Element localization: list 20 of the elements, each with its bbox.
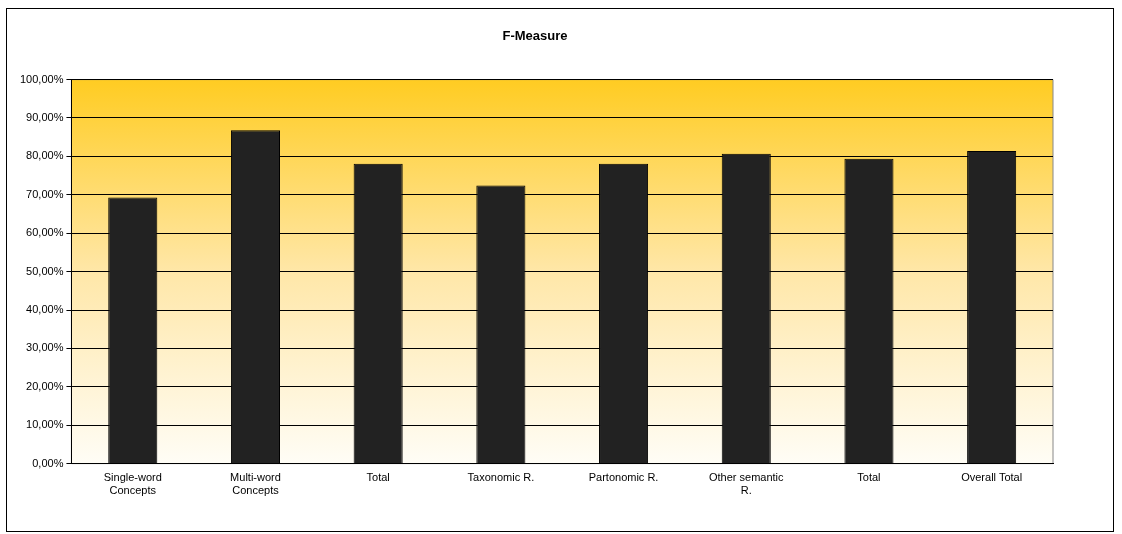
x-tick-label: Taxonomic R. [467,471,535,484]
y-tick-label: 100,00% [19,72,64,85]
y-tick-label: 90,00% [26,111,64,124]
x-tick-label: Single-word Concepts [103,471,162,497]
x-tick-label: Total [366,471,390,484]
y-tick-label: 60,00% [26,226,64,239]
y-tick-label: 10,00% [26,418,64,431]
x-tick-label: Other semantic R. [708,471,785,497]
x-tick-label: Overall Total [961,471,1023,484]
x-tick-label: Multi-word Concepts [230,471,281,497]
y-tick-label: 80,00% [26,149,64,162]
y-tick-label: 70,00% [26,187,64,200]
x-tick-label: Partonomic R. [588,471,659,484]
y-tick-label: 50,00% [26,264,64,277]
chart-title: F-Measure [502,28,568,44]
y-tick-label: 20,00% [26,379,64,392]
y-tick-label: 0,00% [32,456,64,469]
y-tick-label: 30,00% [26,341,64,354]
x-tick-label: Total [857,471,881,484]
y-tick-label: 40,00% [26,303,64,316]
